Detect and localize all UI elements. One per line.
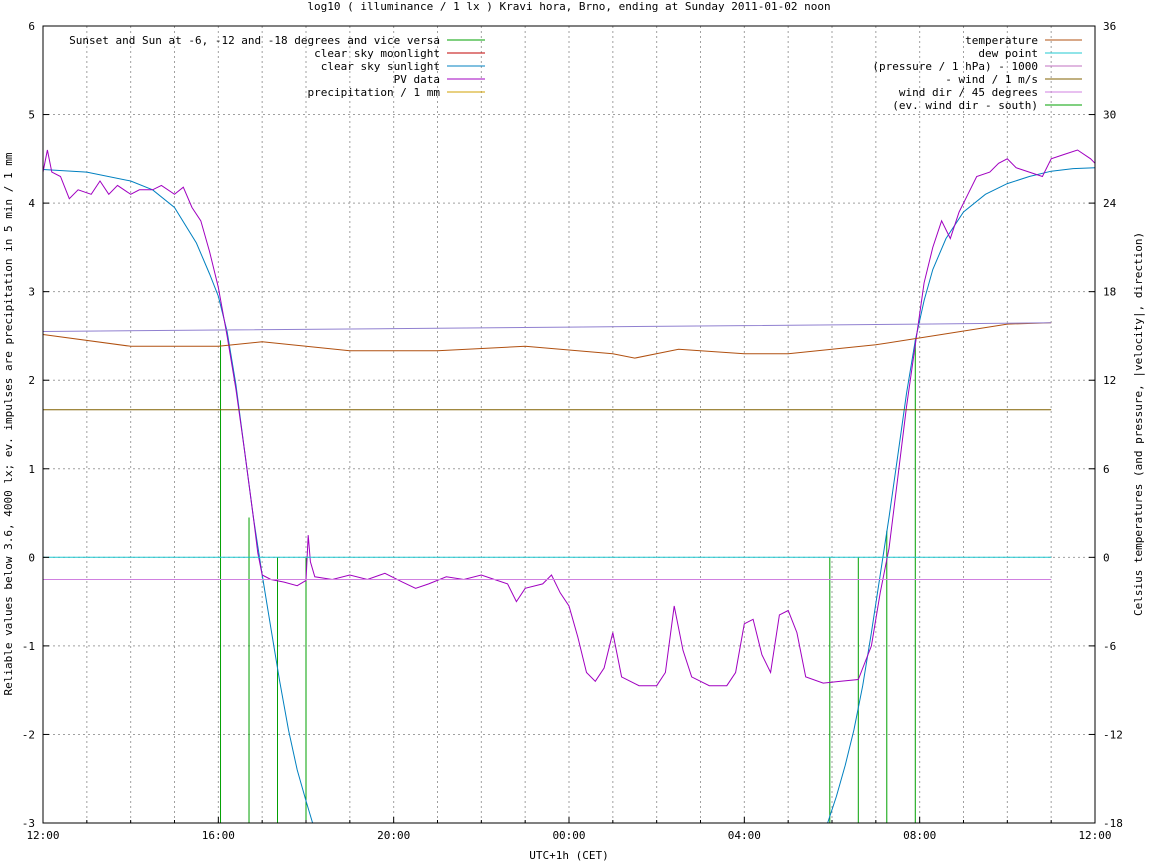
legend-label: wind dir / 45 degrees: [899, 86, 1038, 99]
y-right-tick-label: 18: [1103, 286, 1116, 299]
y-right-tick-label: 6: [1103, 463, 1110, 476]
legend-label: - wind / 1 m/s: [945, 73, 1038, 86]
x-tick-label: 00:00: [552, 829, 585, 842]
x-tick-label: 12:00: [1078, 829, 1111, 842]
x-tick-label: 12:00: [26, 829, 59, 842]
legend-label: clear sky sunlight: [321, 60, 440, 73]
y-right-tick-label: 30: [1103, 109, 1116, 122]
y-right-tick-label: -18: [1103, 817, 1123, 830]
legend-label: clear sky moonlight: [314, 47, 440, 60]
legend-label: Sunset and Sun at -6, -12 and -18 degree…: [69, 34, 440, 47]
y-left-tick-label: 5: [28, 109, 35, 122]
y-left-tick-label: -1: [22, 640, 35, 653]
y-left-tick-label: 1: [28, 463, 35, 476]
y-right-tick-label: 24: [1103, 197, 1117, 210]
y-right-tick-label: 36: [1103, 20, 1116, 33]
legend-label: (pressure / 1 hPa) - 1000: [872, 60, 1038, 73]
legend-label: precipitation / 1 mm: [308, 86, 441, 99]
series-line-pv-data: [42, 149, 1096, 687]
x-tick-label: 04:00: [728, 829, 761, 842]
y-left-tick-label: 0: [28, 551, 35, 564]
x-axis-label: UTC+1h (CET): [529, 849, 608, 862]
y-axis-label-left: Reliable values below 3.6, 4000 lx; ev. …: [2, 152, 15, 695]
y-left-tick-label: 4: [28, 197, 35, 210]
legend-label: temperature: [965, 34, 1038, 47]
y-right-tick-label: 0: [1103, 551, 1110, 564]
y-left-tick-label: -2: [22, 728, 35, 741]
y-left-tick-label: -3: [22, 817, 35, 830]
y-axis-label-right: Celsius temperatures (and pressure, |vel…: [1132, 232, 1145, 616]
x-tick-label: 08:00: [903, 829, 936, 842]
y-left-tick-label: 2: [28, 374, 35, 387]
x-tick-label: 16:00: [202, 829, 235, 842]
series-line-temperature: [42, 322, 1052, 359]
y-right-tick-label: -12: [1103, 728, 1123, 741]
legend-label: dew point: [978, 47, 1038, 60]
legend-label: PV data: [394, 73, 440, 86]
series-line-clear-sky-sunlight: [42, 169, 314, 824]
sun-event-impulses: [220, 340, 916, 823]
grid: [43, 26, 1095, 823]
legend-label: (ev. wind dir - south): [892, 99, 1038, 112]
y-right-tick-label: -6: [1103, 640, 1116, 653]
y-left-tick-label: 6: [28, 20, 35, 33]
y-left-tick-label: 3: [28, 286, 35, 299]
legend-left: Sunset and Sun at -6, -12 and -18 degree…: [69, 34, 485, 99]
series-lines: [42, 149, 1096, 824]
y-right-tick-label: 12: [1103, 374, 1116, 387]
series-line-clear-sky-sunlight: [827, 167, 1096, 824]
series-line-pressure-1-hpa-1000: [42, 322, 1052, 332]
x-tick-label: 20:00: [377, 829, 410, 842]
plot-frame: [42, 25, 1096, 824]
chart-title: log10 ( illuminance / 1 lx ) Kravi hora,…: [307, 0, 830, 13]
